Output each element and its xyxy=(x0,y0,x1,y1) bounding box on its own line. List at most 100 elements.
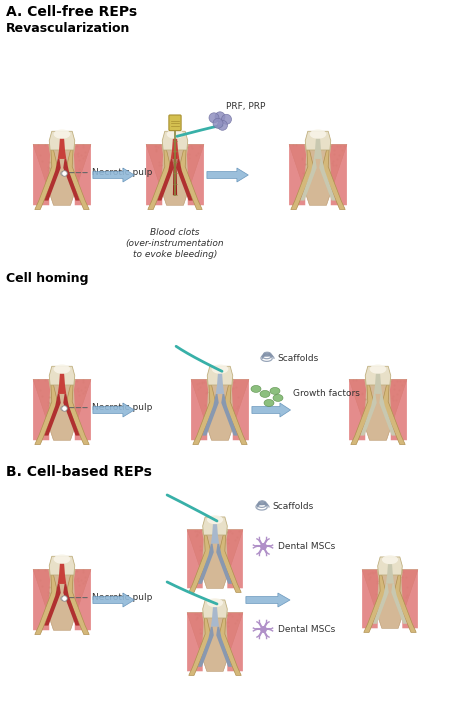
FancyBboxPatch shape xyxy=(169,115,181,131)
Polygon shape xyxy=(212,533,218,538)
Polygon shape xyxy=(171,150,179,159)
Polygon shape xyxy=(176,159,192,201)
Polygon shape xyxy=(45,584,61,625)
Polygon shape xyxy=(189,535,211,592)
Polygon shape xyxy=(362,569,379,628)
FancyArrow shape xyxy=(252,403,291,417)
Polygon shape xyxy=(58,575,66,584)
Polygon shape xyxy=(146,145,204,205)
Polygon shape xyxy=(146,145,163,205)
Polygon shape xyxy=(349,379,407,440)
Text: Scaffolds: Scaffolds xyxy=(272,503,313,512)
Polygon shape xyxy=(49,366,75,385)
Polygon shape xyxy=(216,385,224,394)
Polygon shape xyxy=(63,584,80,625)
Polygon shape xyxy=(232,379,249,440)
Polygon shape xyxy=(148,150,171,209)
Polygon shape xyxy=(212,612,218,621)
Polygon shape xyxy=(198,543,214,584)
Polygon shape xyxy=(362,569,418,628)
Circle shape xyxy=(218,120,228,131)
Polygon shape xyxy=(386,575,394,583)
Polygon shape xyxy=(227,613,243,671)
Polygon shape xyxy=(216,543,232,584)
Polygon shape xyxy=(63,159,80,201)
Polygon shape xyxy=(212,524,218,535)
Circle shape xyxy=(215,112,225,122)
Polygon shape xyxy=(187,529,203,588)
Polygon shape xyxy=(219,535,241,592)
Polygon shape xyxy=(221,394,237,435)
Polygon shape xyxy=(387,564,393,575)
Polygon shape xyxy=(157,159,174,201)
Circle shape xyxy=(209,113,219,123)
Polygon shape xyxy=(45,394,61,435)
Polygon shape xyxy=(289,145,347,205)
Circle shape xyxy=(221,114,231,124)
Polygon shape xyxy=(191,379,249,440)
Ellipse shape xyxy=(54,129,70,139)
FancyArrow shape xyxy=(93,593,134,607)
Text: Necrotic pulp: Necrotic pulp xyxy=(92,403,152,412)
Polygon shape xyxy=(74,569,91,630)
Polygon shape xyxy=(319,159,336,201)
Polygon shape xyxy=(187,613,243,671)
Ellipse shape xyxy=(260,390,270,397)
Ellipse shape xyxy=(251,385,261,392)
Polygon shape xyxy=(364,575,386,633)
Polygon shape xyxy=(379,394,396,435)
Polygon shape xyxy=(49,131,75,150)
Polygon shape xyxy=(45,159,61,201)
Polygon shape xyxy=(207,366,233,385)
Text: Growth factors: Growth factors xyxy=(293,390,360,399)
Text: Necrotic pulp: Necrotic pulp xyxy=(92,593,152,602)
Polygon shape xyxy=(375,373,381,385)
Circle shape xyxy=(213,119,223,128)
Polygon shape xyxy=(33,569,50,630)
FancyArrow shape xyxy=(93,403,134,417)
Text: B. Cell-based REPs: B. Cell-based REPs xyxy=(6,465,152,479)
Polygon shape xyxy=(374,385,382,394)
Polygon shape xyxy=(66,150,89,209)
Polygon shape xyxy=(373,583,389,624)
Polygon shape xyxy=(33,379,50,440)
Polygon shape xyxy=(33,145,91,205)
Ellipse shape xyxy=(207,515,223,524)
Polygon shape xyxy=(59,564,65,575)
Ellipse shape xyxy=(382,555,398,564)
Polygon shape xyxy=(58,385,66,394)
Polygon shape xyxy=(291,150,314,209)
Ellipse shape xyxy=(54,364,70,373)
Polygon shape xyxy=(360,394,377,435)
Ellipse shape xyxy=(310,129,326,139)
Ellipse shape xyxy=(273,395,283,402)
FancyArrow shape xyxy=(246,593,290,607)
Polygon shape xyxy=(217,373,223,385)
Polygon shape xyxy=(66,575,89,635)
Ellipse shape xyxy=(212,364,228,373)
Polygon shape xyxy=(172,139,178,150)
Polygon shape xyxy=(66,385,89,444)
Text: A. Cell-free REPs: A. Cell-free REPs xyxy=(6,5,137,19)
Ellipse shape xyxy=(370,364,386,373)
Polygon shape xyxy=(58,150,66,159)
Polygon shape xyxy=(193,385,216,444)
Polygon shape xyxy=(59,373,65,385)
Polygon shape xyxy=(33,569,91,630)
Polygon shape xyxy=(301,159,317,201)
Text: Scaffolds: Scaffolds xyxy=(277,354,318,363)
Polygon shape xyxy=(49,556,75,575)
Polygon shape xyxy=(289,145,306,205)
Polygon shape xyxy=(211,618,219,627)
Polygon shape xyxy=(35,575,58,635)
Polygon shape xyxy=(74,145,91,205)
Polygon shape xyxy=(203,517,228,535)
FancyArrow shape xyxy=(207,168,248,182)
Polygon shape xyxy=(315,139,321,150)
Polygon shape xyxy=(179,150,202,209)
Text: Blood clots
(over-instrumentation
to evoke bleeding): Blood clots (over-instrumentation to evo… xyxy=(126,228,224,259)
Polygon shape xyxy=(173,152,177,195)
Polygon shape xyxy=(227,529,243,588)
Text: Dental MSCs: Dental MSCs xyxy=(278,542,335,551)
Text: Necrotic pulp: Necrotic pulp xyxy=(92,168,152,177)
